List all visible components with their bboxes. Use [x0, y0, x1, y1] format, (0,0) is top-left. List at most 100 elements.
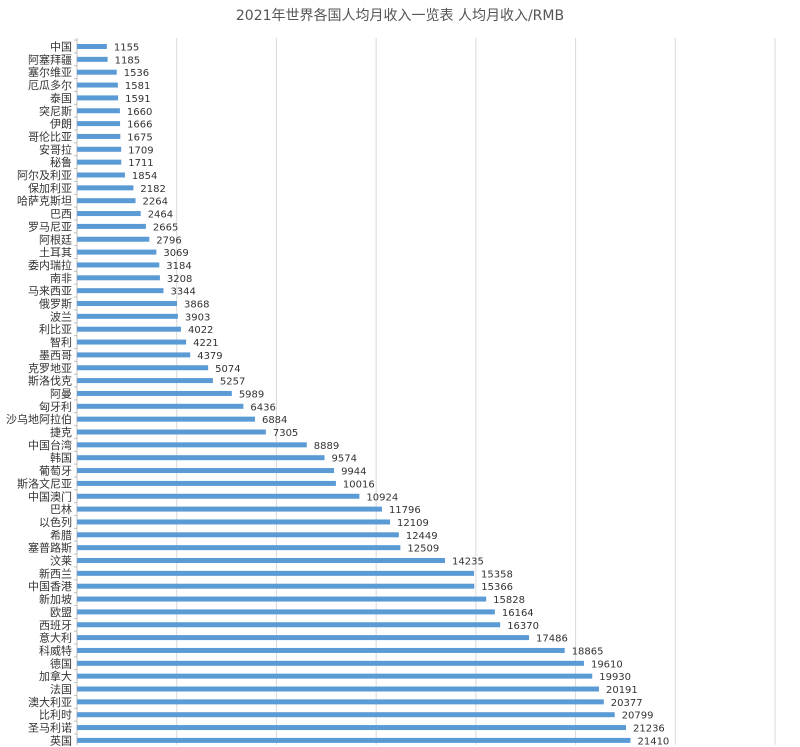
- data-label: 5989: [239, 389, 264, 400]
- data-label: 3344: [170, 287, 195, 298]
- bar: [77, 378, 213, 384]
- bar: [77, 198, 136, 204]
- category-label: 伊朗: [50, 118, 72, 131]
- category-label: 俄罗斯: [39, 298, 72, 311]
- data-label: 5257: [220, 377, 245, 388]
- data-label: 1185: [115, 55, 140, 66]
- data-label: 4022: [188, 325, 213, 336]
- bar: [77, 545, 401, 551]
- bar: [77, 686, 599, 692]
- data-label: 15358: [481, 569, 513, 580]
- category-label: 哈萨克斯坦: [17, 194, 72, 208]
- category-label: 保加利亚: [28, 181, 72, 195]
- data-label: 12109: [397, 518, 429, 529]
- category-label: 中国: [50, 41, 72, 54]
- category-label: 马来西亚: [28, 285, 72, 298]
- category-label: 巴西: [50, 208, 72, 221]
- category-label: 南非: [50, 272, 72, 285]
- category-label: 泰国: [50, 91, 72, 105]
- category-label: 比利时: [39, 709, 72, 722]
- bar: [77, 69, 117, 75]
- data-label: 1675: [127, 132, 152, 143]
- bar: [77, 647, 565, 653]
- category-label: 罗马尼亚: [28, 220, 72, 233]
- data-label: 2182: [140, 184, 165, 195]
- bar: [77, 442, 307, 448]
- data-label: 2665: [153, 222, 178, 233]
- data-label: 3184: [166, 261, 191, 272]
- data-label: 1660: [127, 107, 152, 118]
- data-label: 1854: [132, 171, 157, 182]
- data-label: 9944: [341, 467, 366, 478]
- category-label: 中国香港: [28, 580, 72, 593]
- category-label: 塞普路斯: [28, 541, 72, 555]
- data-label: 20377: [611, 698, 643, 709]
- data-label: 3868: [184, 300, 209, 311]
- category-label: 德国: [50, 656, 72, 670]
- bar: [77, 326, 181, 332]
- category-label: 加拿大: [39, 669, 72, 683]
- chart-title: 2021年世界各国人均月收入一览表 人均月收入/RMB: [235, 8, 565, 24]
- bar: [77, 211, 141, 217]
- data-label: 7305: [273, 428, 298, 439]
- category-label: 中国澳门: [28, 489, 72, 503]
- data-label: 15828: [493, 595, 525, 606]
- bar: [77, 339, 187, 345]
- data-label: 17486: [536, 634, 568, 645]
- bar: [77, 583, 475, 589]
- bar: [77, 635, 530, 641]
- category-label: 科威特: [39, 643, 72, 657]
- category-label: 秘鲁: [50, 155, 72, 169]
- data-label: 20191: [606, 685, 638, 696]
- bar: [77, 480, 336, 486]
- bar: [77, 301, 177, 306]
- bar: [77, 622, 501, 628]
- bar: [77, 468, 335, 474]
- category-label: 厄瓜多尔: [28, 78, 72, 92]
- data-label: 4221: [193, 338, 218, 349]
- bar: [77, 596, 487, 602]
- bar: [77, 121, 121, 127]
- category-label: 欧盟: [50, 606, 72, 619]
- category-label: 智利: [50, 335, 72, 349]
- category-label: 阿尔及利亚: [17, 169, 72, 182]
- bar: [77, 365, 209, 371]
- category-label: 圣马利诺: [28, 722, 72, 735]
- category-label: 委内瑞拉: [28, 258, 72, 272]
- data-label: 6436: [250, 402, 275, 413]
- category-label: 哥伦比亚: [28, 129, 72, 143]
- bar: [77, 82, 118, 88]
- category-label: 汶莱: [50, 554, 72, 568]
- data-label: 11796: [389, 505, 421, 516]
- data-label: 1591: [125, 94, 150, 105]
- data-label: 3903: [185, 312, 210, 323]
- bar: [77, 159, 122, 165]
- bar: [77, 660, 584, 666]
- category-label: 西班牙: [39, 619, 72, 632]
- category-label: 波兰: [50, 310, 72, 323]
- category-label: 新加坡: [39, 592, 72, 606]
- bar: [77, 223, 146, 229]
- bar: [77, 146, 122, 152]
- category-label: 希腊: [50, 528, 72, 542]
- bar: [77, 390, 232, 396]
- data-label: 16370: [507, 621, 539, 632]
- data-label: 10924: [366, 492, 398, 503]
- data-label: 2464: [148, 210, 173, 221]
- data-label: 21236: [633, 724, 665, 735]
- category-label: 匈牙利: [39, 399, 72, 413]
- bar: [77, 558, 446, 563]
- category-label: 阿塞拜疆: [28, 52, 72, 66]
- bar: [77, 532, 399, 538]
- data-label: 2264: [143, 197, 168, 208]
- bar: [77, 725, 626, 731]
- category-label: 捷克: [50, 425, 72, 439]
- category-label: 斯洛伐克: [28, 374, 72, 388]
- bar: [77, 506, 382, 512]
- category-label: 中国台湾: [28, 438, 72, 452]
- bar: [77, 699, 604, 705]
- bar: [77, 403, 244, 409]
- bar: [77, 262, 160, 268]
- bar: [77, 288, 164, 294]
- category-label: 以色列: [39, 515, 72, 529]
